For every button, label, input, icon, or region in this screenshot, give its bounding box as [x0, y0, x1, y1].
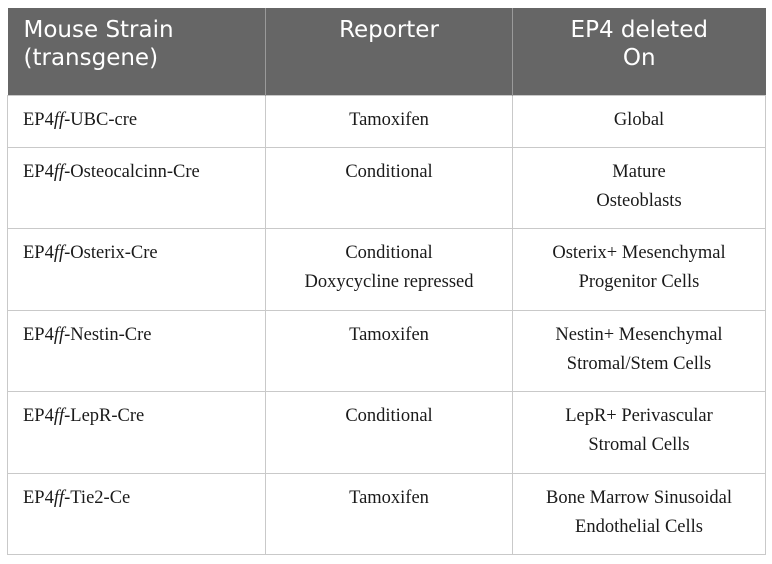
header-ep4-deleted-on: EP4 deleted On	[512, 8, 766, 95]
cell-line: Tamoxifen	[349, 324, 429, 345]
table-row: EP4ff-Nestin-Cre Tamoxifen Nestin+ Mesench…	[7, 309, 766, 393]
strain-text: EP4	[23, 109, 54, 130]
strain-text: -LepR-Cre	[64, 406, 145, 427]
strain-text: ff	[53, 243, 65, 264]
cell-line: Tamoxifen	[349, 109, 429, 130]
cell-ep4-deleted-on: Bone Marrow Sinusoidal Endothelial Cells	[512, 472, 766, 556]
cell-line: Global	[613, 109, 665, 130]
cell-reporter: Tamoxifen	[265, 309, 513, 393]
cell-line: Progenitor Cells	[578, 272, 700, 293]
table-row: EP4ff-LepR-Cre Conditional LepR+ Perivascu…	[7, 391, 766, 474]
cell-mouse-strain: EP4ff-Osterix-Cre	[7, 228, 266, 311]
cell-ep4-deleted-on: Osterix+ Mesenchymal Progenitor Cells	[512, 228, 766, 311]
table-row: EP4ff-Osterix-Cre Conditional Doxycycline …	[7, 228, 766, 311]
table-row: EP4ff-Osteocalcinn-Cre Conditional Mature O…	[7, 146, 766, 230]
strain-text: -UBC-cre	[64, 109, 138, 130]
header-row: Mouse Strain (transgene) Reporter EP4 de…	[7, 8, 766, 95]
strain-text: ff	[53, 109, 65, 130]
cell-ep4-deleted-on: Nestin+ Mesenchymal Stromal/Stem Cells	[512, 309, 766, 393]
cell-reporter: Tamoxifen	[265, 472, 513, 556]
cell-line: Tamoxifen	[349, 487, 429, 508]
header-text: On	[622, 45, 656, 71]
cell-line: Stromal Cells	[588, 435, 690, 456]
cell-reporter: Tamoxifen	[265, 94, 513, 148]
cell-mouse-strain: EP4ff-Tie2-Ce	[7, 472, 266, 556]
strain-text: EP4	[23, 161, 54, 182]
table-row: EP4ff-UBC-cre Tamoxifen Global	[7, 94, 766, 148]
cell-reporter: Conditional Doxycycline repressed	[265, 228, 513, 311]
header-text: Mouse Strain	[23, 17, 174, 43]
cell-line: Endothelial Cells	[575, 516, 703, 537]
header-mouse-strain: Mouse Strain (transgene)	[7, 8, 266, 95]
header-text: EP4 deleted	[570, 17, 708, 43]
strain-text: -Nestin-Cre	[64, 324, 152, 345]
header-reporter: Reporter	[265, 8, 513, 95]
strain-text: ff	[53, 161, 65, 182]
strain-text: -Osteocalcinn-Cre	[64, 161, 200, 182]
strain-text: EP4	[23, 243, 54, 264]
cell-mouse-strain: EP4ff-Osteocalcinn-Cre	[7, 146, 266, 230]
strain-text: EP4	[23, 324, 54, 345]
cell-reporter: Conditional	[265, 146, 513, 230]
cell-line: Conditional	[345, 406, 433, 427]
strain-text: ff	[53, 324, 65, 345]
cell-line: Conditional	[345, 161, 433, 182]
cell-mouse-strain: EP4ff-Nestin-Cre	[7, 309, 266, 393]
cell-line: Nestin+ Mesenchymal	[555, 324, 723, 345]
cell-line: Mature	[612, 161, 666, 182]
cell-line: Stromal/Stem Cells	[566, 353, 712, 374]
cell-mouse-strain: EP4ff-UBC-cre	[7, 94, 266, 148]
strain-text: EP4	[23, 406, 54, 427]
cell-reporter: Conditional	[265, 391, 513, 474]
cell-line: Doxycycline repressed	[304, 272, 474, 293]
cell-line: Conditional	[345, 243, 433, 264]
header-text: (transgene)	[23, 45, 159, 71]
strain-text: ff	[53, 487, 65, 508]
mouse-strain-table: Mouse Strain (transgene) Reporter EP4 de…	[7, 8, 766, 556]
strain-text: ff	[53, 406, 65, 427]
cell-line: Osteoblasts	[596, 190, 682, 211]
cell-line: Osterix+ Mesenchymal	[552, 243, 726, 264]
strain-text: EP4	[23, 487, 54, 508]
table-row: EP4ff-Tie2-Ce Tamoxifen Bone Marrow Sinuso…	[7, 472, 766, 556]
strain-text: -Osterix-Cre	[64, 243, 158, 264]
cell-mouse-strain: EP4ff-LepR-Cre	[7, 391, 266, 474]
cell-ep4-deleted-on: LepR+ Perivascular Stromal Cells	[512, 391, 766, 474]
cell-ep4-deleted-on: Mature Osteoblasts	[512, 146, 766, 230]
cell-ep4-deleted-on: Global	[512, 94, 766, 148]
cell-line: Bone Marrow Sinusoidal	[545, 487, 732, 508]
cell-line: LepR+ Perivascular	[565, 406, 713, 427]
header-text: Reporter	[339, 17, 439, 43]
strain-text: -Tie2-Ce	[64, 487, 131, 508]
